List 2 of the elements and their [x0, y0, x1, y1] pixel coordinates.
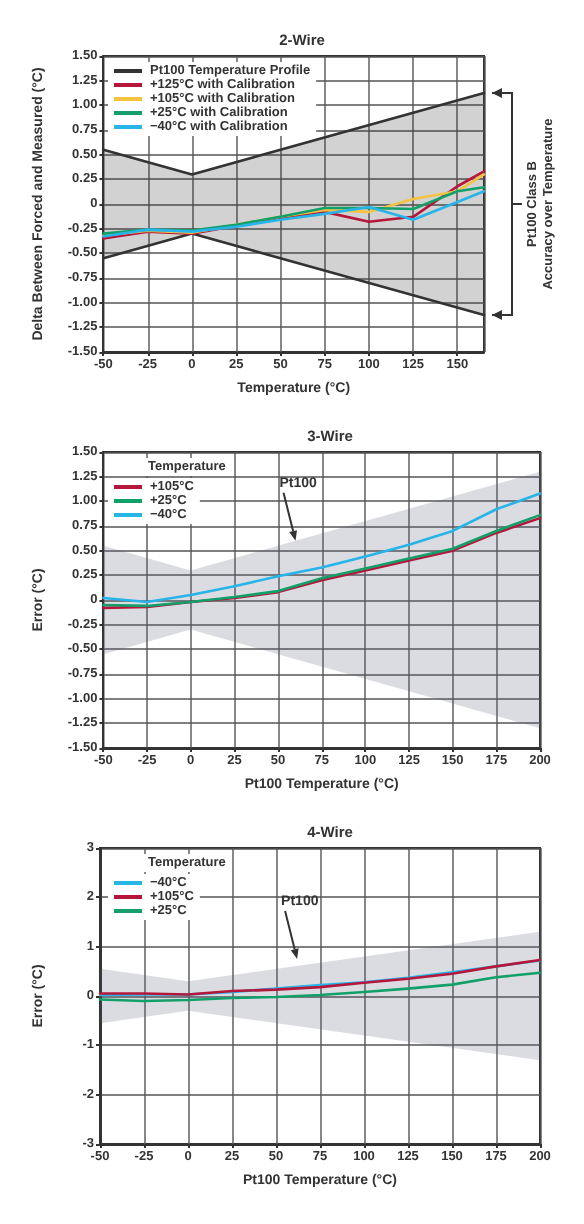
line-series	[98, 971, 542, 1003]
line-series	[102, 492, 542, 604]
